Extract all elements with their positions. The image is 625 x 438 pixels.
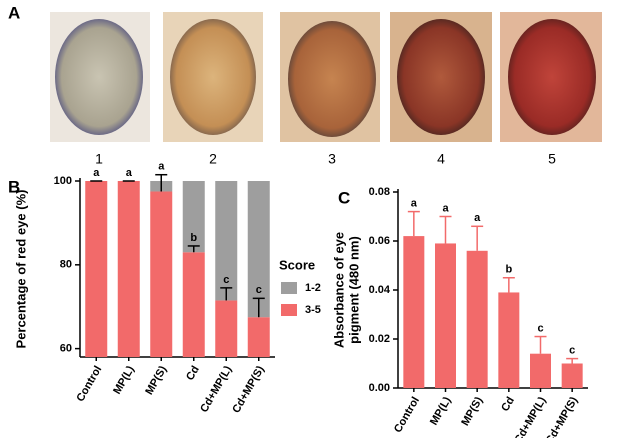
bar: [435, 243, 456, 388]
significance-letter: a: [474, 212, 481, 224]
panel-label: A: [8, 3, 20, 22]
eye-photos: [50, 12, 602, 142]
bar-segment: [215, 300, 238, 357]
significance-letter: a: [126, 167, 133, 179]
y-tick-label: 80: [60, 259, 72, 271]
y-tick-label: 0.04: [369, 284, 391, 296]
y-axis-label: Absorbance of eye: [331, 232, 346, 348]
bar: [561, 363, 583, 388]
significance-letter: b: [505, 264, 512, 276]
bar-segment: [150, 191, 173, 357]
legend-label: 3-5: [305, 304, 321, 316]
significance-letter: c: [537, 322, 543, 334]
x-tick-label: MP(S): [143, 364, 169, 397]
photo-label: 1: [95, 151, 103, 167]
panel-label: C: [338, 188, 350, 207]
significance-letter: b: [190, 232, 197, 244]
bar-segment: [182, 181, 205, 253]
significance-letter: a: [411, 198, 418, 210]
x-tick-label: MP(S): [459, 395, 485, 428]
legend-swatch: [281, 304, 297, 316]
x-tick-label: Control: [392, 395, 422, 435]
x-tick-label: Cd+MP(S): [544, 395, 581, 438]
y-tick-label: 0.08: [369, 186, 390, 198]
photo-label: 4: [437, 151, 445, 167]
x-tick-label: MP(L): [428, 395, 454, 428]
photo-label: 2: [209, 151, 217, 167]
bar-segment: [117, 181, 140, 357]
significance-letter: a: [158, 161, 165, 173]
y-tick-label: 0.00: [369, 382, 390, 394]
y-tick-label: 100: [54, 175, 72, 187]
bar: [498, 292, 520, 388]
legend-swatch: [281, 282, 297, 294]
significance-letter: c: [256, 284, 262, 296]
y-axis-label: pigment (480 nm): [346, 236, 361, 344]
significance-letter: c: [223, 274, 229, 286]
eye-photo: [288, 21, 376, 137]
y-axis-label: Percentage of red eye (%): [13, 190, 28, 349]
x-tick-label: Control: [74, 364, 104, 404]
eye-photo: [170, 19, 256, 135]
significance-letter: a: [93, 167, 100, 179]
panel-label: B: [8, 177, 20, 196]
bar-segment: [247, 181, 270, 318]
bar: [530, 353, 551, 388]
bar: [466, 250, 488, 388]
legend-label: 1-2: [305, 282, 321, 294]
y-tick-label: 0.02: [369, 333, 390, 345]
x-tick-label: Cd: [499, 395, 517, 414]
bar: [403, 236, 425, 388]
significance-letter: a: [442, 202, 449, 214]
bar-segment: [85, 181, 108, 357]
x-tick-label: MP(L): [111, 364, 137, 397]
photo-label: 3: [328, 151, 336, 167]
eye-photo: [55, 19, 143, 135]
x-tick-label: Cd: [184, 364, 202, 383]
x-tick-label: Cd+MP(L): [512, 395, 548, 438]
significance-letter: c: [569, 345, 575, 357]
x-tick-label: Cd+MP(L): [198, 364, 234, 415]
photo-label: 5: [548, 151, 556, 167]
bar-segment: [182, 252, 205, 357]
bar-segment: [247, 317, 270, 357]
y-tick-label: 0.06: [369, 235, 390, 247]
bar-segment: [215, 181, 238, 301]
y-tick-label: 60: [60, 343, 72, 355]
x-tick-label: Cd+MP(S): [230, 364, 267, 416]
legend-title: Score: [279, 257, 315, 272]
eye-photo: [397, 19, 485, 135]
eye-photo: [508, 19, 596, 135]
